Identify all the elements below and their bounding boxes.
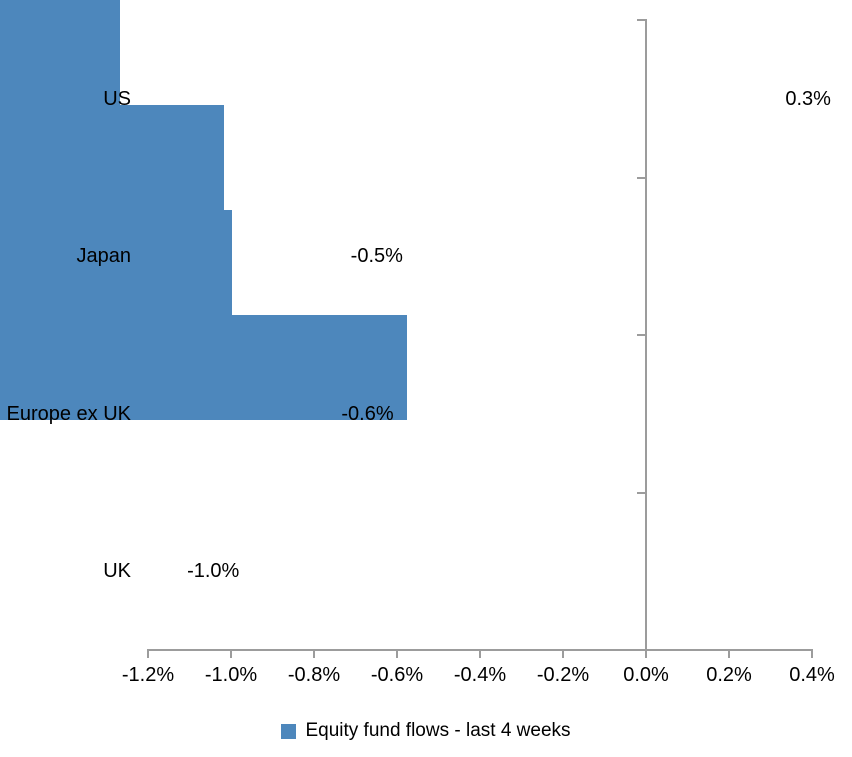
x-axis-tick — [479, 649, 481, 658]
x-axis-tick — [147, 649, 149, 658]
x-axis-tick — [230, 649, 232, 658]
x-tick-label: -1.2% — [121, 664, 175, 686]
x-axis-tick — [728, 649, 730, 658]
x-tick-label: 0.2% — [706, 664, 752, 686]
x-tick-label: -1.0% — [204, 664, 258, 686]
legend: Equity fund flows - last 4 weeks — [0, 716, 852, 746]
data-label: -0.6% — [341, 402, 394, 425]
x-tick-label: 0.0% — [623, 664, 669, 686]
category-boundary-tick — [637, 491, 645, 494]
zero-axis-line — [645, 19, 647, 658]
x-tick-label: 0.4% — [789, 664, 835, 686]
category-label: US — [103, 87, 131, 110]
bar — [0, 105, 225, 210]
x-axis-tick — [313, 649, 315, 658]
x-axis-tick — [562, 649, 564, 658]
x-axis-tick — [811, 649, 813, 658]
bar — [0, 315, 407, 420]
category-label: Japan — [76, 245, 132, 268]
bar — [0, 210, 233, 315]
bar — [0, 0, 121, 105]
x-axis-tick — [396, 649, 398, 658]
plot-area: US 0.3% Japan -0.5% Europe ex UK -0.6% UK -1.0%… — [0, 0, 835, 686]
data-label: -1.0% — [187, 560, 240, 583]
data-label: 0.3% — [785, 87, 831, 110]
category-label: UK — [103, 560, 131, 583]
data-label: -0.5% — [350, 245, 403, 268]
category-boundary-tick — [637, 334, 645, 336]
category-boundary-tick — [637, 19, 645, 21]
category-label: Europe ex UK — [6, 402, 131, 425]
x-tick-label: -0.2% — [536, 664, 590, 686]
x-axis-line — [147, 649, 813, 651]
legend-swatch-icon — [281, 723, 297, 739]
x-tick-label: -0.6% — [370, 664, 424, 686]
x-tick-label: -0.4% — [453, 664, 507, 686]
category-boundary-tick — [637, 176, 645, 179]
legend-label: Equity fund flows - last 4 weeks — [305, 720, 571, 741]
x-tick-label: -0.8% — [287, 664, 341, 686]
